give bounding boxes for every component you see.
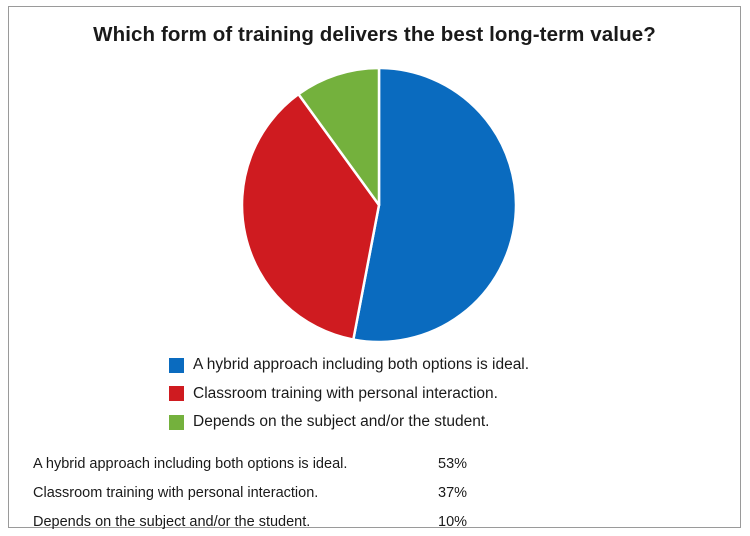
chart-frame: Which form of training delivers the best…	[8, 6, 741, 530]
table-row: Classroom training with personal interac…	[33, 478, 498, 507]
legend-label-classroom: Classroom training with personal interac…	[193, 384, 498, 402]
legend-swatch-depends	[169, 414, 184, 430]
table-row: Depends on the subject and/or the studen…	[33, 507, 498, 536]
table-row: A hybrid approach including both options…	[33, 449, 498, 478]
legend-item-hybrid: A hybrid approach including both options…	[169, 351, 529, 380]
chart-title: Which form of training delivers the best…	[93, 23, 656, 46]
legend-label-depends: Depends on the subject and/or the studen…	[193, 413, 490, 431]
legend-item-depends: Depends on the subject and/or the studen…	[169, 408, 529, 437]
pie-slice-classroom	[240, 92, 381, 341]
pie-slice-depends	[297, 66, 381, 207]
pie-slice-hybrid	[352, 66, 518, 344]
table-cell-label: Classroom training with personal interac…	[33, 484, 319, 501]
legend-swatch-classroom	[169, 386, 184, 402]
data-table: A hybrid approach including both options…	[33, 449, 498, 536]
legend-label-hybrid: A hybrid approach including both options…	[193, 356, 530, 374]
pie-chart	[240, 66, 518, 344]
table-cell-value: 37%	[438, 484, 468, 501]
chart-legend: A hybrid approach including both options…	[169, 351, 529, 437]
table-cell-value: 10%	[438, 513, 468, 530]
table-cell-label: A hybrid approach including both options…	[33, 455, 348, 472]
table-cell-value: 53%	[438, 455, 468, 472]
legend-item-classroom: Classroom training with personal interac…	[169, 380, 529, 409]
table-cell-label: Depends on the subject and/or the studen…	[33, 513, 311, 530]
legend-swatch-hybrid	[169, 357, 184, 373]
